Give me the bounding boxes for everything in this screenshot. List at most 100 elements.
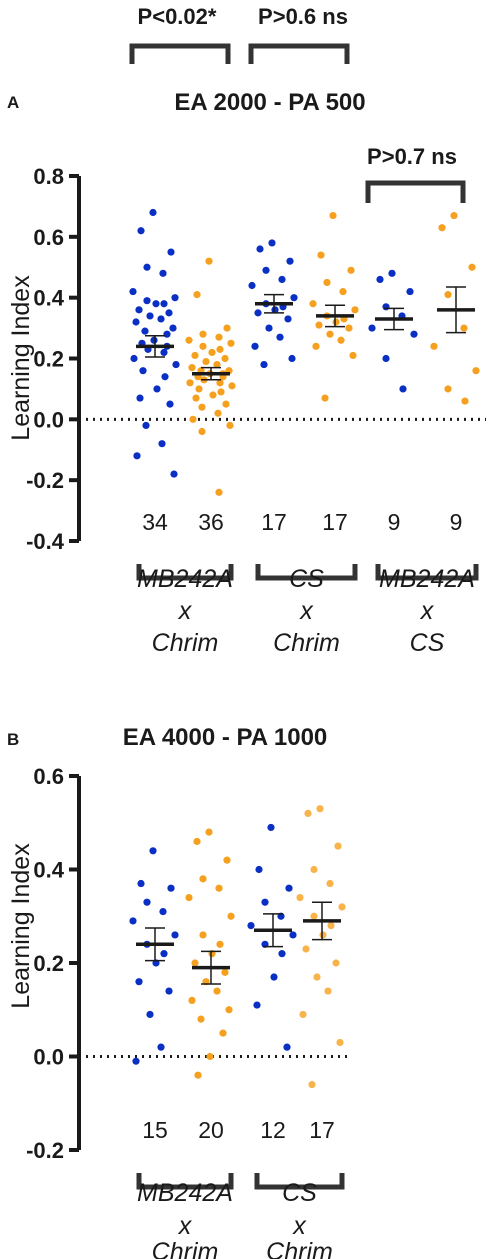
y-tick-label: -0.2 — [26, 1138, 64, 1163]
data-point — [399, 385, 407, 393]
panel-b-label: B — [7, 730, 19, 749]
data-point — [205, 828, 213, 836]
data-point — [347, 266, 355, 274]
data-point — [444, 291, 452, 299]
data-point — [472, 367, 480, 375]
data-point — [253, 1001, 261, 1009]
group-label: x — [292, 1212, 307, 1240]
data-point — [194, 1071, 202, 1079]
y-tick-label: 0.2 — [33, 347, 64, 372]
data-point — [206, 1052, 214, 1061]
data-point — [461, 397, 469, 405]
data-point — [219, 1029, 227, 1037]
data-point — [215, 333, 223, 341]
data-point — [349, 351, 357, 360]
data-point — [129, 917, 137, 925]
data-point — [286, 257, 294, 265]
data-point — [216, 379, 224, 387]
panel-b-ylabel: Learning Index — [7, 843, 35, 1009]
data-point — [332, 959, 340, 967]
data-point — [149, 847, 157, 855]
data-point — [290, 294, 298, 302]
stat-bracket-2 — [248, 43, 350, 64]
data-point — [406, 287, 414, 296]
data-point — [308, 1080, 316, 1089]
stat-bracket-1 — [129, 43, 231, 64]
panel-a-title: EA 2000 - PA 500 — [174, 89, 365, 116]
sample-size-label: 34 — [142, 509, 168, 535]
data-point — [223, 324, 231, 332]
panel-b-y-axis: 0.6 0.4 0.2 0.0 -0.2 — [26, 764, 81, 1163]
sample-size-label: 17 — [309, 1117, 335, 1143]
data-point — [468, 263, 476, 271]
data-point — [160, 348, 168, 357]
data-point — [150, 336, 158, 344]
group-label: Chrim — [152, 629, 219, 657]
data-point — [256, 245, 264, 253]
y-tick-label: 0.2 — [33, 951, 64, 976]
y-tick-label: 0.8 — [33, 164, 64, 189]
data-point — [197, 1015, 205, 1023]
data-point — [285, 884, 293, 892]
data-point — [188, 364, 196, 372]
data-point — [198, 403, 206, 411]
data-point — [135, 978, 143, 986]
data-point — [260, 360, 268, 369]
data-point — [388, 269, 396, 277]
data-point — [143, 898, 151, 906]
data-point — [255, 865, 263, 874]
y-tick-label: 0.6 — [33, 764, 64, 789]
data-point — [283, 1043, 291, 1051]
data-point — [278, 950, 286, 958]
data-point — [153, 385, 161, 393]
data-point — [192, 394, 200, 402]
sample-size-label: 17 — [322, 509, 348, 535]
y-tick-label: 0.0 — [33, 1045, 64, 1070]
data-point — [329, 211, 337, 220]
data-point — [136, 394, 144, 402]
data-point — [304, 809, 312, 818]
group-bracket — [136, 1173, 234, 1190]
data-point — [165, 987, 173, 995]
data-point — [160, 300, 168, 308]
data-point — [166, 400, 174, 408]
data-point — [270, 973, 278, 981]
data-point — [185, 893, 193, 902]
data-point — [382, 303, 390, 311]
data-point — [159, 269, 167, 277]
data-point — [319, 931, 327, 939]
sample-size-label: 36 — [198, 509, 224, 535]
data-point — [299, 1010, 307, 1019]
panel-a-y-axis: 0.8 0.6 0.4 0.2 0.0 -0.2 -0.4 — [26, 164, 81, 554]
data-point — [351, 306, 359, 314]
panel-b-means — [136, 901, 341, 985]
data-point — [309, 300, 317, 308]
data-point — [188, 996, 196, 1005]
data-point — [199, 342, 207, 350]
data-point — [208, 348, 216, 357]
data-point — [321, 394, 329, 402]
data-point — [326, 330, 334, 338]
data-point — [317, 251, 325, 259]
data-point — [137, 227, 145, 235]
data-point — [313, 973, 321, 981]
data-point — [167, 248, 175, 256]
panel-a-points — [129, 208, 480, 496]
data-point — [152, 300, 160, 308]
stat-label-p07: P>0.7 ns — [367, 144, 457, 169]
data-point — [199, 931, 207, 939]
data-point — [216, 345, 224, 353]
data-point — [288, 354, 296, 363]
panel-a-means — [136, 286, 475, 381]
sample-size-label: 20 — [198, 1117, 224, 1143]
data-point — [193, 291, 201, 299]
data-point — [199, 875, 207, 883]
data-point — [248, 281, 256, 290]
data-point — [193, 837, 201, 846]
panel-a-label: A — [7, 93, 19, 112]
stat-bracket-3 — [365, 180, 466, 203]
group-label: CS — [282, 1179, 317, 1207]
data-point — [327, 922, 335, 930]
